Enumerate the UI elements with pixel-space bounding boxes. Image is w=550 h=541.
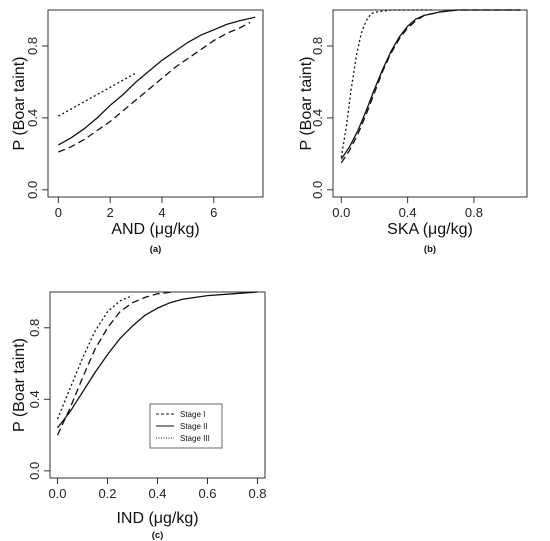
x-tick-label: 0.0	[48, 486, 66, 501]
y-tick-label: 0.8	[27, 319, 42, 337]
x-axis-title: SKA (μg/kg)	[387, 221, 473, 238]
y-tick-label: 0.0	[25, 181, 40, 199]
y-tick-label: 0.4	[25, 109, 40, 127]
series-line-dotted	[56, 295, 133, 420]
series-line-solid	[58, 16, 256, 146]
y-tick-label: 0.4	[27, 390, 42, 408]
series-line-dotted	[58, 72, 137, 117]
y-axis-title: P (Boar taint)	[11, 57, 28, 151]
legend-label: Stage I	[180, 410, 205, 419]
y-tick-label: 0.0	[310, 181, 325, 199]
series-line-solid	[56, 291, 258, 429]
x-tick-label: 0	[55, 205, 62, 220]
x-axis-title: AND (μg/kg)	[111, 221, 199, 238]
panel-caption: (c)	[152, 530, 164, 541]
x-axis-title: IND (μg/kg)	[116, 510, 198, 527]
x-tick-label: 0.2	[98, 486, 116, 501]
series-line-dashed	[56, 291, 173, 436]
x-tick-label: 4	[158, 205, 165, 220]
x-tick-label: 0.8	[465, 205, 483, 220]
y-tick-label: 0.8	[310, 37, 325, 55]
panel-caption: (a)	[150, 244, 162, 255]
x-tick-label: 0.4	[399, 205, 417, 220]
x-tick-label: 0.0	[332, 205, 350, 220]
y-tick-label: 0.4	[310, 109, 325, 127]
chart-panel-c: 0.0 0.2 0.4 0.6 0.8 0.0 0.4 0.8 IND (μg/kg) P (Bo…	[11, 291, 267, 541]
plot-frame	[49, 291, 266, 479]
x-tick-label: 2	[107, 205, 114, 220]
x-tick-label: 6	[210, 205, 217, 220]
series-line-dashed	[58, 22, 251, 153]
x-tick-label: 0.8	[248, 486, 266, 501]
series-line-solid	[340, 9, 521, 160]
chart-panel-a: 0 2 4 6 0.0 0.4 0.8 AND (μg/kg) P (Boar taint) (a…	[11, 9, 264, 255]
y-tick-label: 0.0	[27, 462, 42, 480]
legend-label: Stage II	[180, 422, 208, 431]
y-axis-title: P (Boar taint)	[298, 57, 315, 151]
x-tick-label: 0.4	[148, 486, 166, 501]
plot-frame	[332, 9, 528, 198]
y-tick-label: 0.8	[25, 37, 40, 55]
plot-frame	[47, 9, 264, 198]
panel-caption: (b)	[424, 244, 436, 255]
legend: Stage I Stage II Stage III	[149, 403, 223, 449]
x-tick-label: 0.6	[198, 486, 216, 501]
y-axis-title: P (Boar taint)	[11, 338, 28, 432]
legend-label: Stage III	[180, 434, 210, 443]
series-line-dashed	[340, 9, 521, 164]
